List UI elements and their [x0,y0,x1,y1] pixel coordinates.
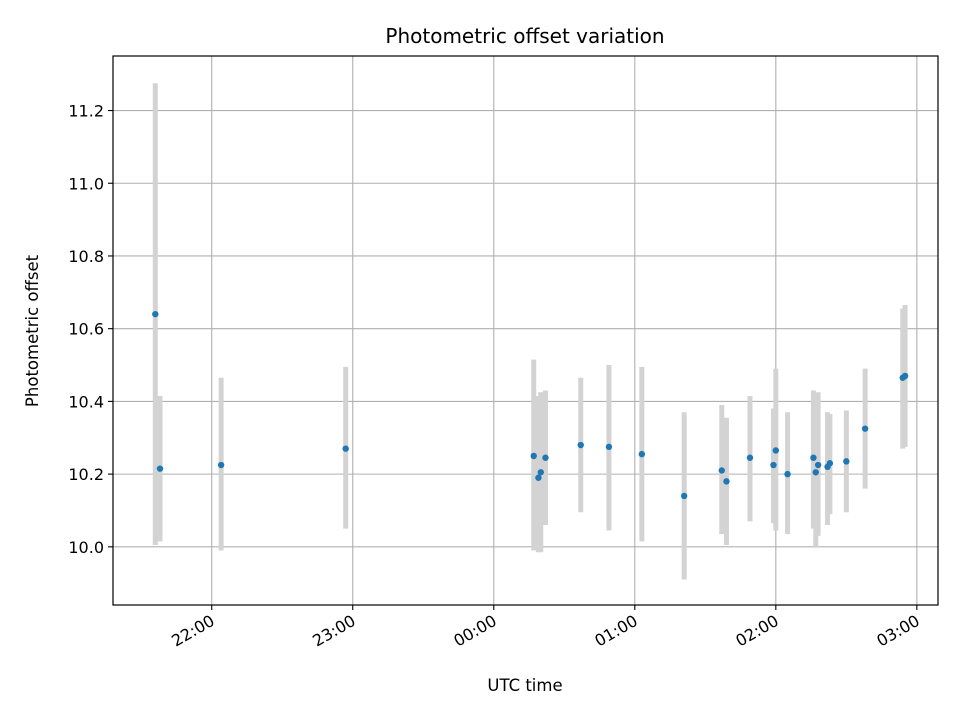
x-axis-label: UTC time [487,676,562,695]
y-tick-label: 10.8 [68,247,104,266]
data-point [156,465,164,472]
data-point [784,470,791,478]
y-tick-label: 10.6 [68,320,104,339]
data-point [770,461,777,469]
data-point [810,454,817,461]
y-axis-label: Photometric offset [23,254,42,407]
data-point [342,445,349,452]
y-tick-label: 10.0 [68,538,104,557]
data-point [826,460,834,467]
y-tick-label: 10.4 [68,392,104,411]
data-point [577,441,584,449]
y-axis: 10.0 10.2 10.4 10.6 10.8 11.0 11.2 [68,102,113,557]
data-point [861,425,869,432]
grid [113,56,938,605]
data-point [535,474,542,481]
data-point [152,310,159,318]
data-point [812,469,819,476]
data-point [217,461,225,469]
y-tick-label: 11.2 [68,102,104,121]
y-tick-label: 11.0 [68,174,104,193]
data-point [542,454,549,461]
plot-frame [112,55,939,606]
data-point [772,447,780,454]
data-point [530,452,537,460]
chart-title: Photometric offset variation [385,24,664,48]
data-point [537,469,544,476]
data-point [680,492,688,500]
data-point [638,450,646,458]
y-tick-label: 10.2 [68,465,104,484]
data-point [746,454,754,461]
data-point [843,458,850,465]
data-points [152,310,909,500]
data-point [901,372,909,380]
data-point [814,461,822,469]
data-point [723,478,730,485]
data-point [605,443,613,451]
data-point [718,467,725,474]
